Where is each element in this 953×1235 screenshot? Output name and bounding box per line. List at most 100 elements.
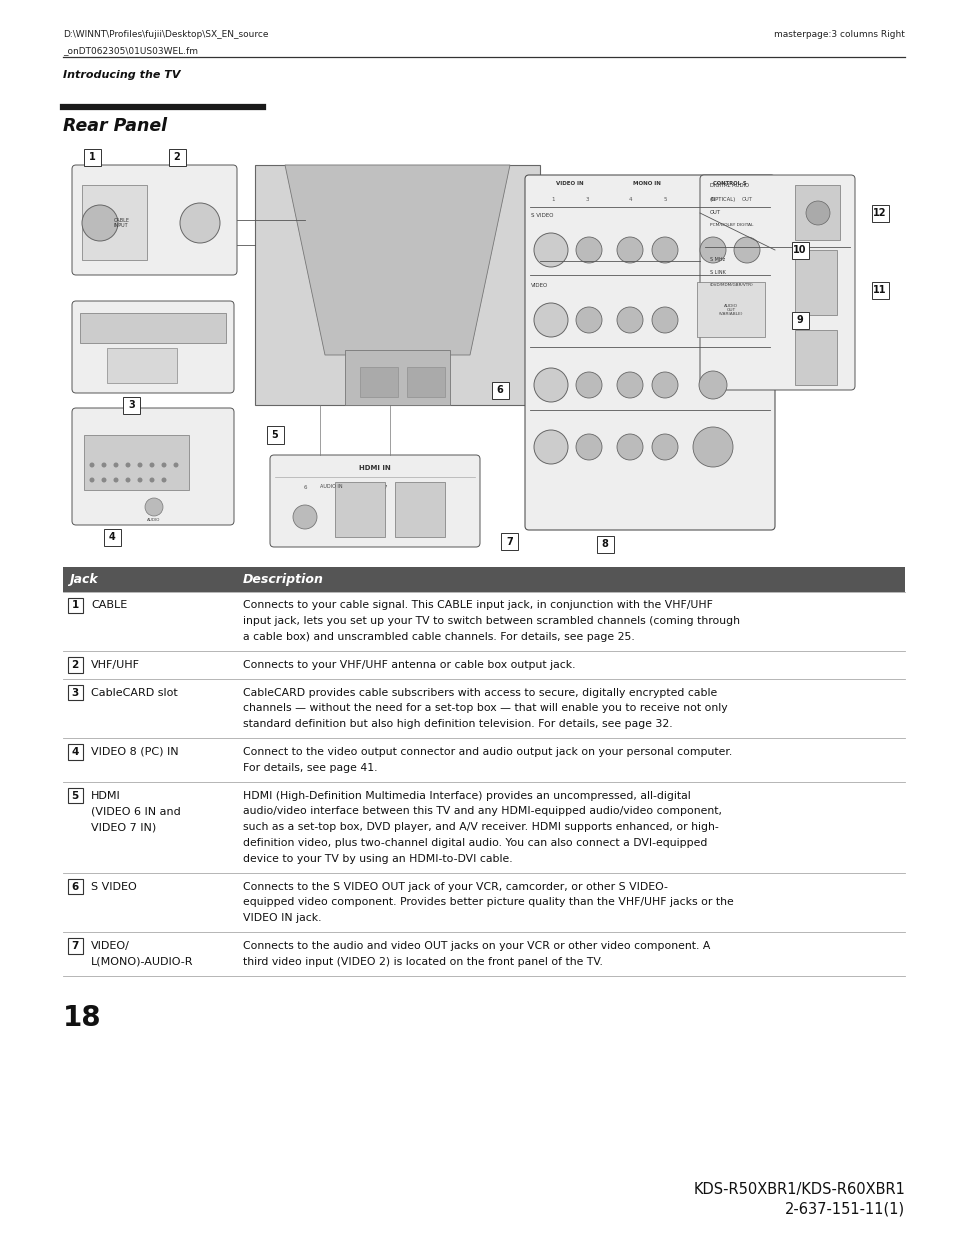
Circle shape	[145, 498, 163, 516]
Bar	[80, 312, 226, 343]
Bar	[871, 282, 887, 299]
Text: MONO IN: MONO IN	[633, 182, 660, 186]
Text: HDMI (High-Definition Multimedia Interface) provides an uncompressed, all-digita: HDMI (High-Definition Multimedia Interfa…	[243, 790, 690, 800]
Circle shape	[617, 433, 642, 459]
Text: CABLE
INPUT: CABLE INPUT	[113, 217, 130, 228]
Circle shape	[651, 237, 678, 263]
Text: _onDT062305\01US03WEL.fm: _onDT062305\01US03WEL.fm	[63, 46, 198, 56]
Text: D:\WINNT\Profiles\fujii\Desktop\SX_EN_source: D:\WINNT\Profiles\fujii\Desktop\SX_EN_so…	[63, 30, 268, 40]
Text: (OPTICAL): (OPTICAL)	[709, 198, 736, 203]
Text: channels — without the need for a set-top box — that will enable you to receive : channels — without the need for a set-to…	[243, 704, 727, 714]
Text: (VIDEO 6 IN and: (VIDEO 6 IN and	[91, 806, 180, 816]
FancyBboxPatch shape	[71, 301, 233, 393]
Text: Rear Panel: Rear Panel	[63, 117, 167, 135]
Text: 2: 2	[173, 152, 180, 162]
Bar	[68, 657, 83, 673]
Text: Connects to the S VIDEO OUT jack of your VCR, camcorder, or other S VIDEO-: Connects to the S VIDEO OUT jack of your…	[243, 882, 667, 892]
Circle shape	[82, 205, 118, 241]
Circle shape	[617, 308, 642, 333]
Text: masterpage:3 columns Right: masterpage:3 columns Right	[773, 30, 904, 40]
Bar	[63, 149, 904, 557]
Bar	[169, 148, 185, 165]
Text: Introducing the TV: Introducing the TV	[63, 70, 180, 80]
Bar	[266, 426, 283, 443]
Circle shape	[576, 433, 601, 459]
Circle shape	[576, 372, 601, 398]
Text: AUDIO: AUDIO	[147, 517, 160, 522]
Text: VIDEO 8 (PC) IN: VIDEO 8 (PC) IN	[91, 747, 178, 757]
Text: input jack, lets you set up your TV to switch between scrambled channels (coming: input jack, lets you set up your TV to s…	[243, 616, 740, 626]
Text: 2-637-151-11(1): 2-637-151-11(1)	[784, 1202, 904, 1216]
Circle shape	[805, 201, 829, 225]
Bar	[68, 598, 83, 613]
Circle shape	[699, 370, 726, 399]
Polygon shape	[285, 165, 510, 354]
Bar	[68, 879, 83, 894]
Text: CableCARD slot: CableCARD slot	[91, 688, 177, 698]
Bar	[491, 382, 508, 399]
Text: 6: 6	[71, 882, 79, 892]
Circle shape	[534, 368, 567, 403]
Circle shape	[180, 203, 220, 243]
Bar	[791, 242, 807, 258]
Bar	[68, 939, 83, 953]
Circle shape	[293, 505, 316, 529]
Text: For details, see page 41.: For details, see page 41.	[243, 763, 377, 773]
Bar	[395, 482, 444, 537]
Text: 4: 4	[71, 747, 79, 757]
Text: S MHz: S MHz	[709, 257, 724, 262]
Text: 6: 6	[303, 485, 307, 490]
Text: 3: 3	[129, 400, 135, 410]
Text: 1: 1	[71, 600, 79, 610]
Text: S VIDEO: S VIDEO	[91, 882, 136, 892]
Text: Connect to the video output connector and audio output jack on your personal com: Connect to the video output connector an…	[243, 747, 732, 757]
Circle shape	[137, 478, 142, 483]
Bar	[254, 165, 539, 405]
Bar	[335, 482, 385, 537]
Text: device to your TV by using an HDMI-to-DVI cable.: device to your TV by using an HDMI-to-DV…	[243, 853, 512, 863]
Bar	[123, 396, 140, 414]
Circle shape	[700, 237, 725, 263]
Bar	[791, 311, 807, 329]
Text: S VIDEO: S VIDEO	[531, 212, 553, 219]
Text: 5: 5	[272, 430, 278, 440]
Text: VIDEO IN: VIDEO IN	[556, 182, 583, 186]
Text: Connects to your VHF/UHF antenna or cable box output jack.: Connects to your VHF/UHF antenna or cabl…	[243, 659, 575, 669]
Circle shape	[113, 478, 118, 483]
Circle shape	[534, 430, 567, 464]
Circle shape	[617, 372, 642, 398]
Text: 7: 7	[506, 537, 513, 547]
Circle shape	[150, 478, 154, 483]
Text: 12: 12	[872, 207, 886, 219]
Bar	[407, 367, 444, 396]
Text: 3: 3	[584, 198, 588, 203]
Circle shape	[733, 237, 760, 263]
Text: VIDEO 7 IN): VIDEO 7 IN)	[91, 823, 156, 832]
Text: standard definition but also high definition television. For details, see page 3: standard definition but also high defini…	[243, 719, 672, 729]
Bar	[794, 249, 836, 315]
Text: 7: 7	[71, 941, 79, 951]
Circle shape	[651, 372, 678, 398]
Bar	[697, 282, 764, 337]
Text: Connects to the audio and video OUT jacks on your VCR or other video component. : Connects to the audio and video OUT jack…	[243, 941, 710, 951]
Text: 1: 1	[89, 152, 95, 162]
Text: 7: 7	[383, 485, 386, 490]
Circle shape	[90, 478, 94, 483]
Circle shape	[113, 462, 118, 468]
Text: equipped video component. Provides better picture quality than the VHF/UHF jacks: equipped video component. Provides bette…	[243, 898, 733, 908]
Circle shape	[90, 462, 94, 468]
FancyBboxPatch shape	[524, 175, 774, 530]
Bar	[596, 536, 613, 552]
Text: 18: 18	[63, 1004, 102, 1031]
Bar	[871, 205, 887, 221]
Text: 4: 4	[109, 532, 115, 542]
Circle shape	[161, 462, 167, 468]
Bar	[63, 567, 904, 592]
Text: 1: 1	[551, 198, 554, 203]
Bar	[68, 745, 83, 760]
Text: Description: Description	[243, 573, 323, 585]
Text: 5: 5	[662, 198, 666, 203]
FancyBboxPatch shape	[71, 408, 233, 525]
Circle shape	[617, 237, 642, 263]
Circle shape	[150, 462, 154, 468]
